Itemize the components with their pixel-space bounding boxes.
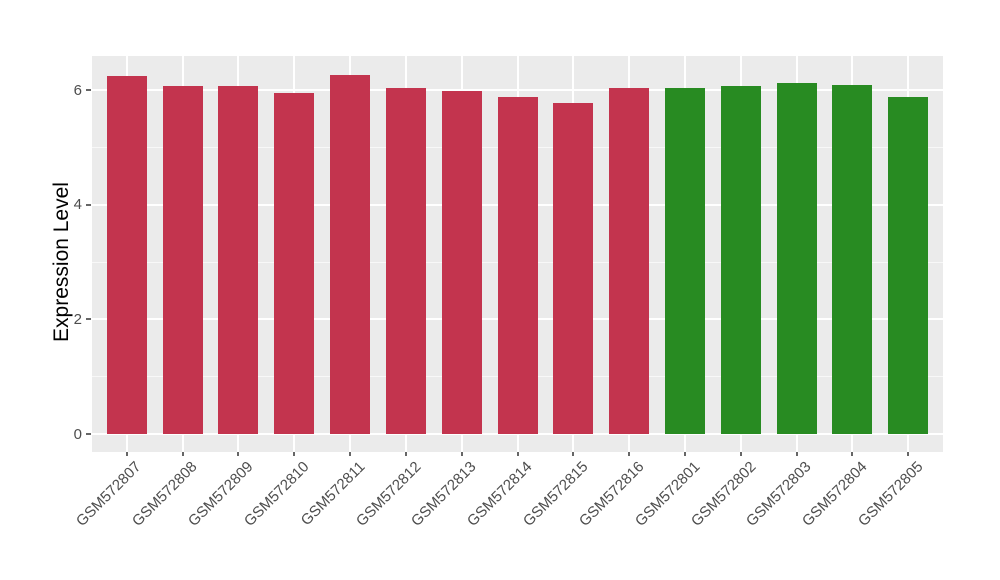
bar-GSM572801	[664, 88, 705, 434]
x-tick-mark	[349, 452, 351, 456]
plot-panel	[92, 56, 943, 452]
gridline-major	[92, 89, 943, 92]
x-tick-mark	[683, 452, 686, 456]
bar-GSM572802	[720, 86, 761, 434]
bar-GSM572803	[776, 83, 817, 434]
bar-GSM572804	[832, 84, 873, 434]
y-tick-label: 6	[73, 81, 82, 99]
bar-GSM572813	[441, 91, 482, 434]
x-tick-mark	[628, 452, 631, 456]
y-tick-mark	[86, 318, 91, 321]
x-tick-mark	[851, 452, 854, 456]
x-tick-mark	[795, 452, 798, 456]
x-tick-mark	[739, 452, 742, 456]
x-tick-mark	[237, 452, 240, 456]
x-tick-mark	[125, 452, 128, 456]
y-axis-title: Expression Level	[50, 182, 73, 342]
bar-GSM572816	[609, 88, 650, 434]
y-tick-label: 0	[73, 425, 82, 443]
x-tick-mark	[460, 452, 463, 456]
y-tick-label: 4	[73, 196, 82, 214]
bar-GSM572805	[888, 97, 929, 434]
x-tick-mark	[181, 452, 184, 456]
y-tick-mark	[86, 203, 91, 206]
y-tick-mark	[86, 89, 91, 92]
bar-GSM572815	[553, 103, 594, 434]
x-tick-mark	[572, 452, 575, 456]
x-tick-mark	[293, 452, 296, 456]
x-tick-mark	[907, 452, 910, 456]
x-tick-mark	[404, 452, 407, 456]
bar-GSM572809	[218, 86, 259, 434]
bar-GSM572814	[497, 96, 538, 434]
bar-GSM572807	[106, 76, 147, 434]
gridline-major	[92, 433, 943, 435]
y-tick-mark	[86, 433, 91, 435]
bar-GSM572810	[274, 92, 315, 434]
bar-GSM572812	[385, 88, 426, 434]
bar-GSM572811	[330, 74, 370, 434]
x-tick-mark	[516, 452, 519, 456]
bar-GSM572808	[162, 86, 203, 434]
y-tick-label: 2	[73, 310, 82, 328]
